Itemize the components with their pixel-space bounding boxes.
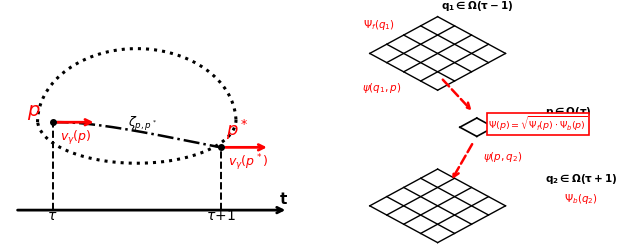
Text: $\Psi_f(q_1)$: $\Psi_f(q_1)$ [363, 18, 395, 32]
Text: $\mathbf{t}$: $\mathbf{t}$ [280, 191, 289, 207]
Text: $\psi(p,q_2)$: $\psi(p,q_2)$ [483, 150, 523, 164]
Text: $\mathbf{q_2 \in \Omega(\tau+1)}$: $\mathbf{q_2 \in \Omega(\tau+1)}$ [545, 172, 618, 186]
Text: $\mathbf{\mathit{p}}$: $\mathbf{\mathit{p}}$ [26, 103, 40, 122]
Text: $v_\gamma(\mathbf{\mathit{p}})$: $v_\gamma(\mathbf{\mathit{p}})$ [60, 129, 92, 147]
Text: $\Psi_b(q_2)$: $\Psi_b(q_2)$ [564, 192, 598, 206]
Text: $\tau\!+\!1$: $\tau\!+\!1$ [205, 209, 236, 223]
Text: $\mathbf{p \in \Omega(\tau)}$: $\mathbf{p \in \Omega(\tau)}$ [545, 105, 591, 119]
Text: $\mathbf{\mathit{p^*}}$: $\mathbf{\mathit{p^*}}$ [226, 117, 248, 142]
Text: $\tau$: $\tau$ [47, 209, 58, 223]
Text: $\zeta_{p,p^*}$: $\zeta_{p,p^*}$ [129, 114, 157, 133]
Text: $\psi(q_1,p)$: $\psi(q_1,p)$ [362, 81, 402, 95]
Text: $\mathbf{q_1 \in \Omega(\tau-1)}$: $\mathbf{q_1 \in \Omega(\tau-1)}$ [441, 0, 513, 13]
Text: $v_\gamma(\mathbf{\mathit{p^*}})$: $v_\gamma(\mathbf{\mathit{p^*}})$ [228, 152, 268, 173]
Text: $\Psi(p) = \sqrt{\Psi_f(p) \cdot \Psi_b(p)}$: $\Psi(p) = \sqrt{\Psi_f(p) \cdot \Psi_b(… [488, 115, 588, 133]
